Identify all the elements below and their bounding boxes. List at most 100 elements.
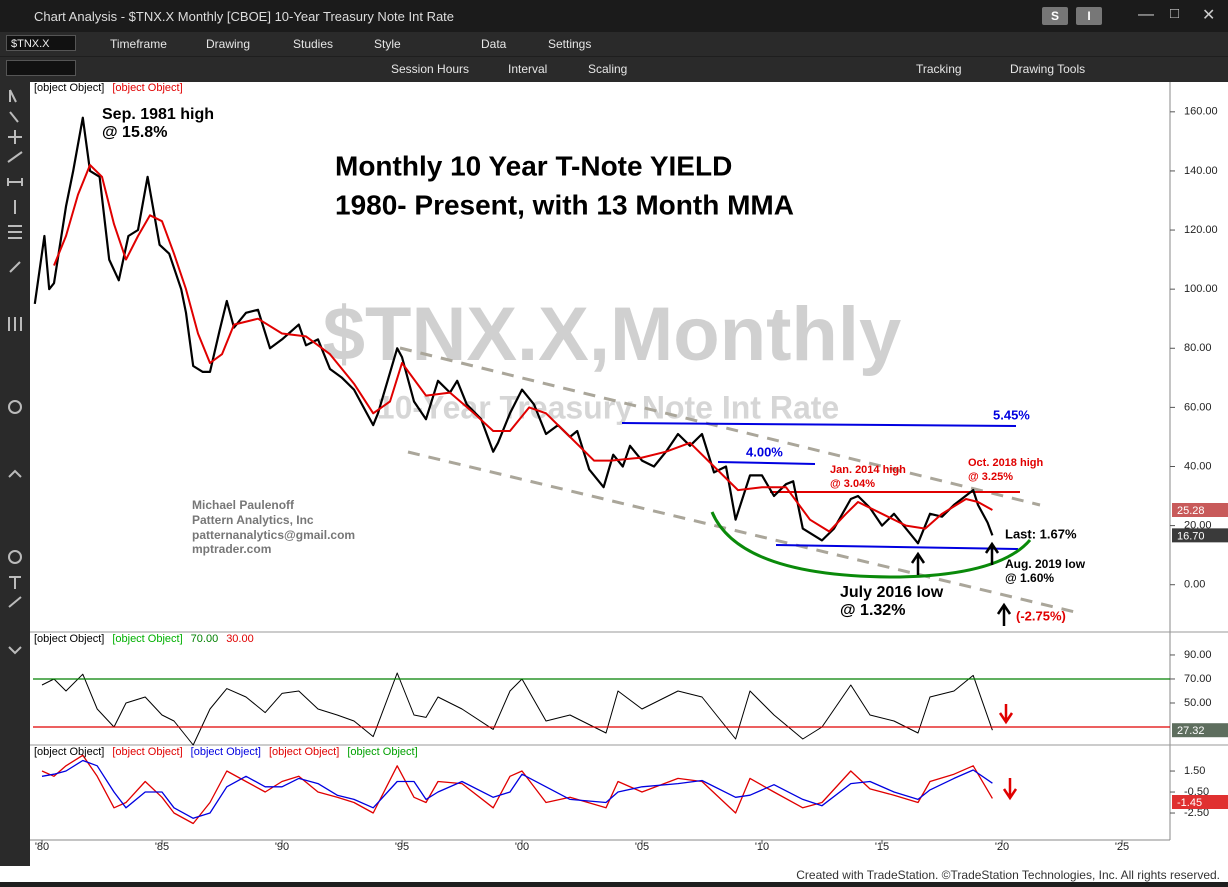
window-button[interactable]: S (1042, 7, 1068, 25)
menu[interactable]: Scaling (588, 62, 628, 76)
last-value-tag (1172, 723, 1228, 738)
x-tick-label: '05 (635, 841, 649, 853)
menu[interactable]: Style (374, 37, 401, 51)
watermark: $TNX.X,Monthly (323, 292, 901, 377)
x-tick-label: '80 (35, 841, 49, 853)
menu[interactable]: Timeframe (110, 37, 167, 51)
status-text: [object Object] (191, 746, 261, 758)
window-button[interactable]: I (1076, 7, 1102, 25)
arrow (984, 541, 1000, 565)
y-tick-label: 160.00 (1184, 106, 1218, 118)
drawing-objects (33, 116, 1076, 825)
level-line (621, 422, 1017, 427)
last-value-tag (1172, 795, 1228, 809)
arrow (998, 704, 1014, 725)
status-text: [object Object] (112, 82, 182, 94)
annotation: @ 1.60% (1005, 571, 1054, 585)
channel-line (407, 450, 1076, 614)
y-tick-label: 1.50 (1184, 765, 1205, 777)
toolbar: $TNX.X Timeframe Drawing Studies Style D… (0, 32, 1228, 56)
tool-sidebar (0, 82, 30, 882)
last-value-tag (1172, 502, 1228, 517)
y-tick-label: 120.00 (1184, 224, 1218, 236)
watermark-subtitle: 10-Year Treasury Note Int Rate (377, 389, 839, 425)
x-tick-label: '25 (1115, 841, 1129, 853)
arrow (910, 551, 926, 575)
menu[interactable]: Settings (548, 37, 592, 51)
x-tick-label: '85 (155, 841, 169, 853)
y-tick-label: 50.00 (1184, 697, 1212, 709)
annotation: patternanalytics@gmail.com (192, 528, 355, 542)
menu[interactable]: Drawing Tools (1010, 62, 1086, 76)
series-line (53, 164, 993, 533)
copyright: Created with TradeStation. ©TradeStation… (796, 868, 1220, 882)
maximize[interactable]: □ (1170, 5, 1180, 22)
y-tick-label: 90.00 (1184, 649, 1212, 661)
y-tick-label: 80.00 (1184, 342, 1212, 354)
menu[interactable]: Studies (293, 37, 334, 51)
annotation: @ 3.25% (968, 471, 1013, 483)
menu[interactable]: Session Hours (391, 62, 470, 76)
menu[interactable]: Drawing (206, 37, 251, 51)
annotation: Last: 1.67% (1005, 526, 1077, 541)
y-tick-label: 100.00 (1184, 283, 1218, 295)
footer: Created with TradeStation. ©TradeStation… (0, 866, 1228, 882)
annotation: @ 1.32% (840, 602, 905, 619)
combo-box[interactable] (6, 60, 76, 76)
status-text: [object Object] (34, 82, 104, 94)
x-tick-label: '15 (875, 841, 889, 853)
status-text: 30.00 (226, 633, 254, 645)
level-line (717, 461, 816, 465)
status-text: [object Object] (34, 633, 104, 645)
annotation: 5.45% (993, 407, 1030, 422)
x-tick-label: '00 (515, 841, 529, 853)
annotation: @ 3.04% (830, 478, 875, 490)
chart-title: Monthly 10 Year T-Note YIELD (335, 150, 732, 181)
menu[interactable]: Tracking (916, 62, 962, 76)
series-line (41, 759, 993, 819)
y-tick-label: 40.00 (1184, 460, 1212, 472)
channel-line (399, 346, 1041, 507)
series-line (41, 754, 993, 825)
status-text: 70.00 (191, 633, 219, 645)
y-tick-label: 60.00 (1184, 401, 1212, 413)
arc (710, 511, 1032, 579)
tool-icons (7, 89, 23, 655)
arrow (996, 602, 1012, 626)
x-tick-label: '95 (395, 841, 409, 853)
y-tick-label: 70.00 (1184, 673, 1212, 685)
annotation: Pattern Analytics, Inc (192, 513, 314, 527)
status-text: [object Object] (112, 746, 182, 758)
chart-area: $TNX.X,Monthly 10-Year Treasury Note Int… (30, 82, 1228, 866)
window-title: Chart Analysis - $TNX.X Monthly [CBOE] 1… (34, 9, 455, 24)
status-text: [object Object] (34, 746, 104, 758)
y-tick-label: 0.00 (1184, 579, 1205, 591)
arrow (1002, 778, 1018, 801)
title-bar: Chart Analysis - $TNX.X Monthly [CBOE] 1… (0, 0, 1228, 32)
level-line (775, 544, 1019, 550)
close[interactable]: ✕ (1202, 7, 1216, 24)
status-text: [object Object] (269, 746, 339, 758)
last-value-label: -1.45 (1177, 797, 1202, 809)
status-text: [object Object] (112, 633, 182, 645)
annotation: (-2.75%) (1016, 608, 1066, 623)
series-line (33, 116, 994, 545)
y-tick-label: -2.50 (1184, 807, 1209, 819)
x-tick-label: '90 (275, 841, 289, 853)
y-tick-label: -0.50 (1184, 786, 1209, 798)
annotation: July 2016 low (840, 584, 944, 601)
annotation: mptrader.com (192, 542, 271, 556)
menu[interactable]: Interval (508, 62, 548, 76)
annotation: Oct. 2018 high (968, 457, 1043, 469)
y-tick-label: 140.00 (1184, 165, 1218, 177)
status-text: [object Object] (347, 746, 417, 758)
annotation: 4.00% (746, 444, 783, 459)
annotation: Michael Paulenoff (192, 498, 295, 512)
last-value-label: 27.32 (1177, 725, 1205, 737)
symbol-box[interactable]: $TNX.X (6, 35, 76, 51)
minimize[interactable]: — (1138, 6, 1154, 23)
menu[interactable]: Data (481, 37, 507, 51)
annotation: @ 15.8% (102, 124, 167, 141)
annotation: Sep. 1981 high (102, 106, 214, 123)
x-tick-label: '10 (755, 841, 769, 853)
